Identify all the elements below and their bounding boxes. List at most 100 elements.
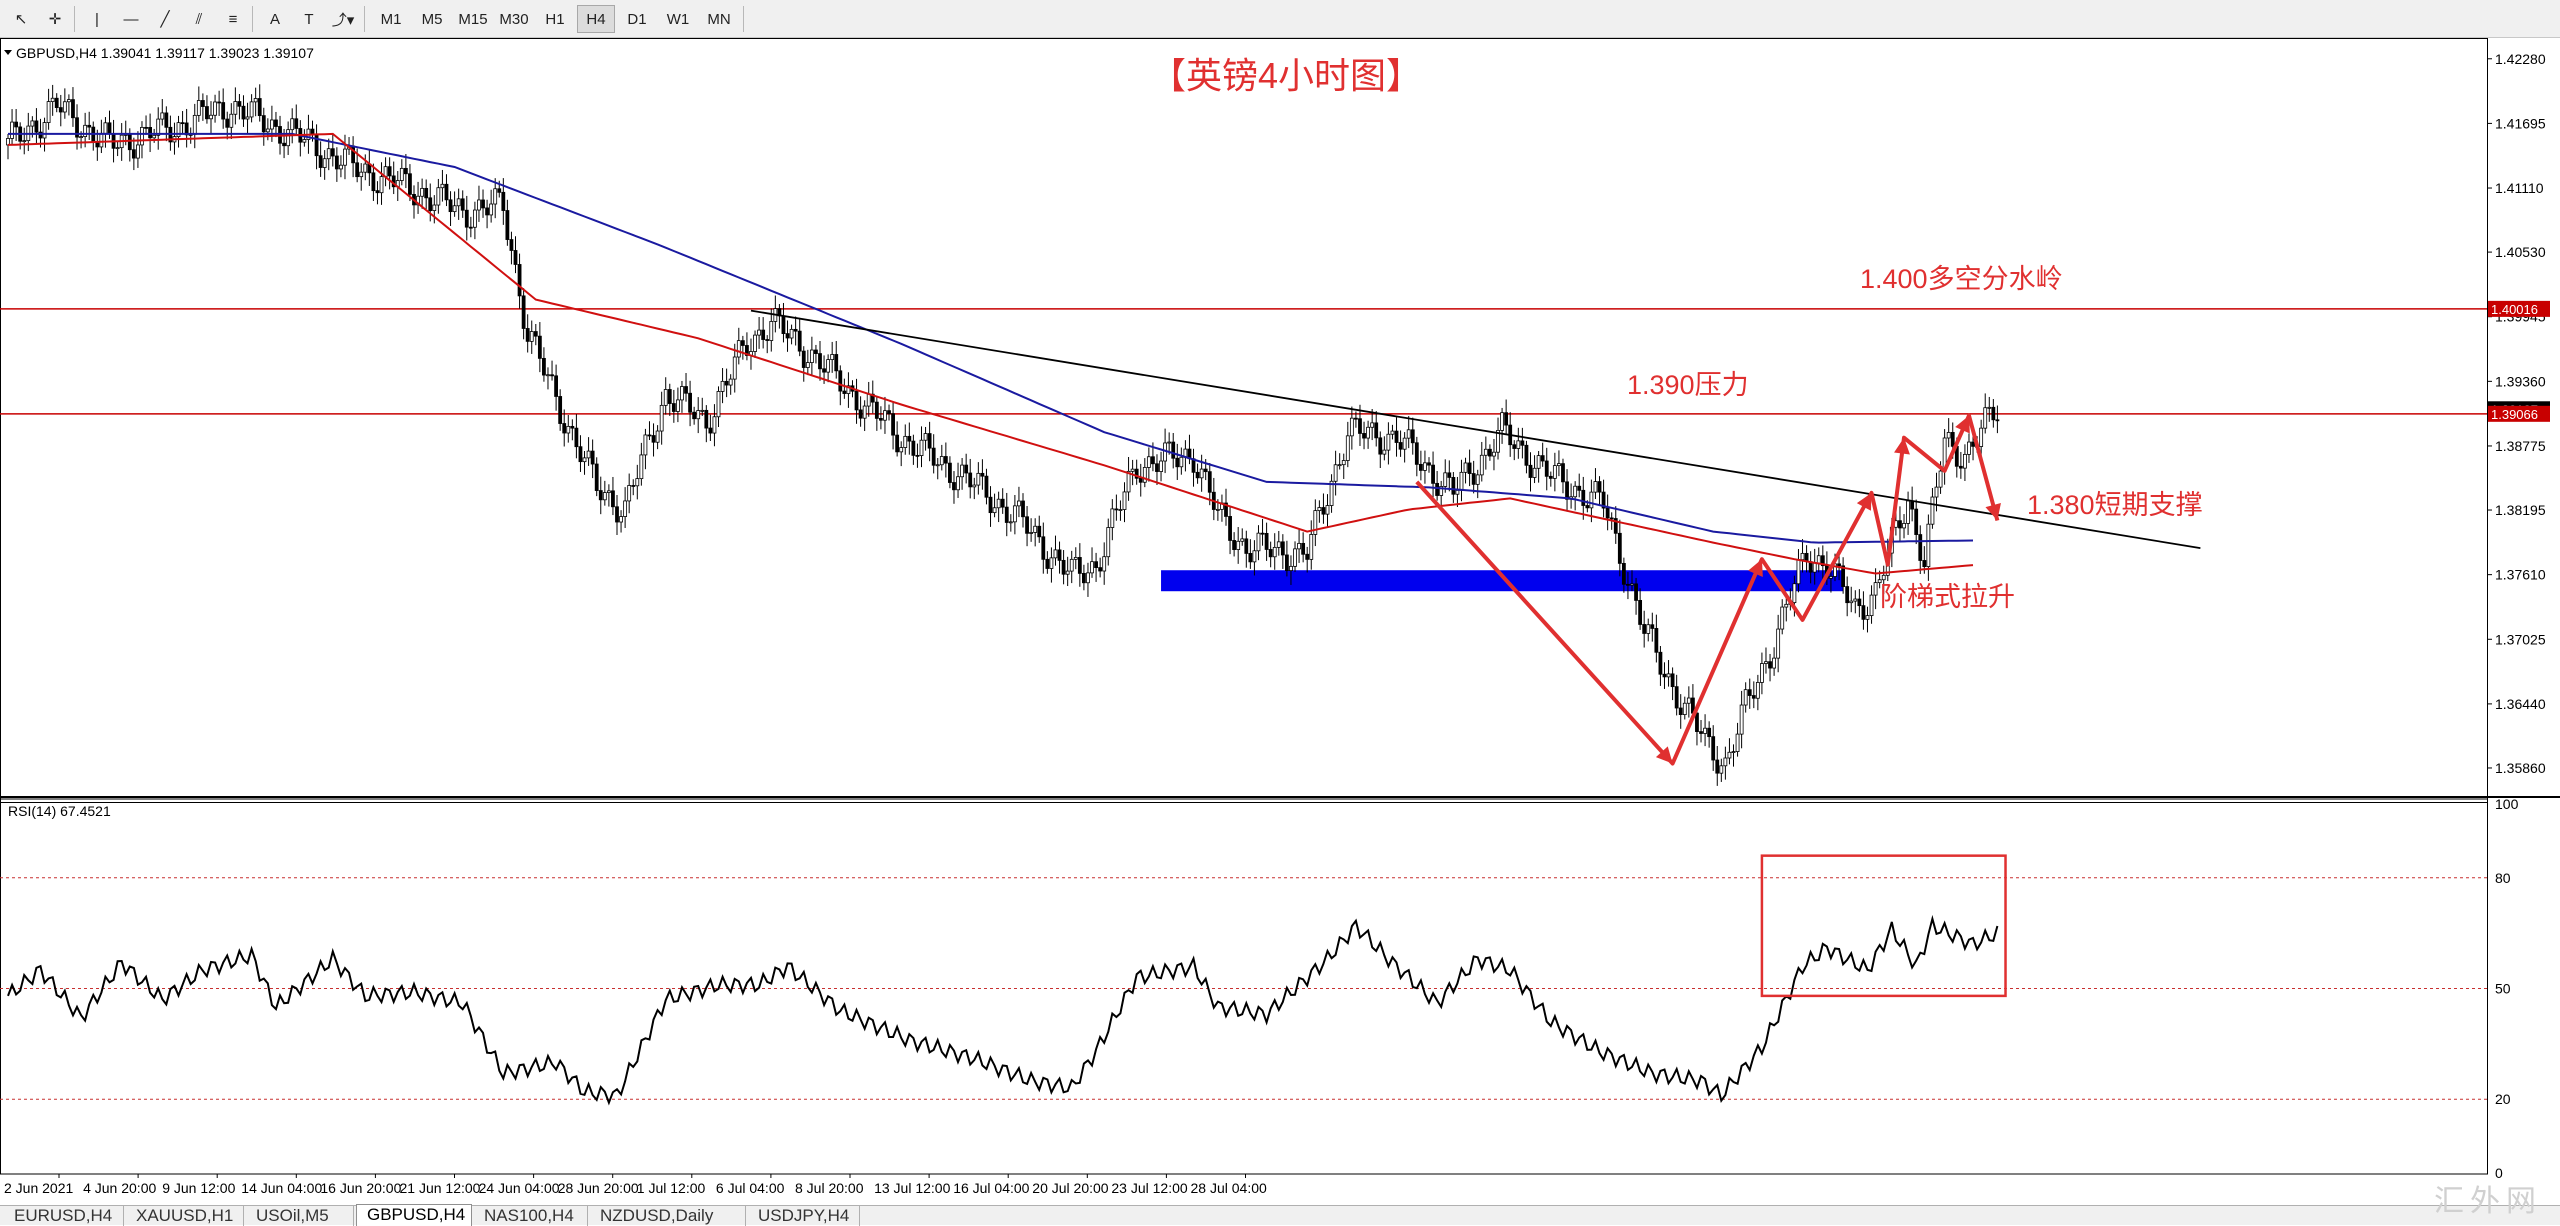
timeframe-m15-button[interactable]: M15	[458, 10, 488, 28]
candle	[452, 191, 457, 217]
candle-body	[160, 112, 165, 120]
chart-tab-usdjpy-h4[interactable]: USDJPY,H4	[748, 1206, 860, 1226]
candle	[1638, 588, 1643, 630]
chart-tab-nas100-h4[interactable]: NAS100,H4	[474, 1206, 588, 1226]
candle	[1041, 522, 1046, 574]
candle	[286, 121, 291, 155]
candle	[887, 404, 891, 421]
candle-body	[1630, 583, 1634, 586]
candle	[1500, 407, 1504, 444]
candle	[180, 111, 185, 134]
candle	[326, 138, 331, 171]
candle-body	[509, 239, 514, 251]
candle-body	[1130, 468, 1135, 472]
candle-body	[50, 97, 55, 102]
timeframe-m30-button[interactable]: M30	[499, 10, 529, 28]
candle	[1053, 535, 1058, 566]
candle	[700, 397, 705, 416]
candle-body	[533, 331, 538, 337]
price-tick-label: 1.38195	[2495, 502, 2546, 518]
candle	[1768, 653, 1772, 682]
timeframe-d1-button[interactable]: D1	[627, 10, 647, 28]
candle-body	[789, 328, 794, 339]
candle	[1272, 533, 1277, 570]
candle	[1829, 568, 1833, 593]
candle	[1073, 547, 1078, 570]
candle	[1735, 722, 1740, 757]
fibonacci-tool-button[interactable]: ≡	[216, 5, 250, 33]
timeframe-h1-button[interactable]: H1	[545, 10, 565, 28]
time-tick-label: 4 Jun 20:00	[83, 1180, 156, 1196]
candle	[1008, 514, 1013, 532]
candle-body	[1313, 510, 1318, 535]
rsi-pane-frame	[0, 798, 2488, 1175]
chart-area[interactable]: GBPUSD,H4 1.39041 1.39117 1.39023 1.3910…	[0, 38, 2560, 1205]
timeframe-mn-button[interactable]: MN	[707, 10, 731, 28]
candle-body	[659, 404, 664, 432]
candle-body	[1634, 583, 1638, 601]
candle	[1565, 469, 1569, 512]
candle	[1207, 463, 1212, 506]
candle-body	[489, 203, 494, 216]
candle-body	[253, 98, 258, 103]
chart-tab-usoil-m5[interactable]: USOil,M5	[246, 1206, 354, 1226]
candle	[611, 476, 615, 516]
arrows-tool-button[interactable]: ⤴▾	[326, 5, 360, 33]
candle-body	[452, 205, 457, 213]
candle	[1325, 494, 1330, 528]
candle-body	[1914, 508, 1919, 535]
candle-body	[1406, 429, 1411, 439]
vertical-line-tool-button[interactable]: |	[80, 5, 114, 33]
timeframe-m5-button[interactable]: M5	[421, 10, 443, 28]
candle	[1077, 543, 1082, 587]
candle-body	[586, 450, 591, 459]
candle-body	[501, 191, 506, 211]
candle-body	[1764, 661, 1768, 664]
candle	[789, 324, 794, 345]
chart-tab-xauusd-h1[interactable]: XAUUSD,H1	[126, 1206, 244, 1226]
candle-body	[1427, 462, 1431, 466]
candle	[570, 419, 575, 441]
candle	[237, 93, 242, 120]
timeframe-w1-button[interactable]: W1	[666, 10, 690, 28]
candle-body	[1504, 412, 1509, 426]
candle	[1451, 472, 1456, 503]
candle	[1366, 420, 1370, 449]
timeframe-m1-button[interactable]: M1	[380, 10, 402, 28]
cursor-tool-button[interactable]: ↖	[4, 5, 38, 33]
crosshair-tool-button[interactable]: ✛	[38, 5, 72, 33]
text-label-tool-button[interactable]: T	[292, 5, 326, 33]
chart-tab-eurusd-h4[interactable]: EURUSD,H4	[4, 1206, 124, 1226]
timeframe-h4-button[interactable]: H4	[577, 5, 615, 33]
candle	[339, 155, 343, 178]
candle-body	[1151, 456, 1155, 465]
candle	[1256, 525, 1261, 561]
candle	[160, 99, 165, 126]
candle-body	[42, 122, 47, 139]
candle-body	[1142, 467, 1147, 483]
candle	[740, 335, 745, 360]
horizontal-line-tool-button[interactable]: —	[114, 5, 148, 33]
candle	[1244, 530, 1249, 568]
candle	[1739, 690, 1744, 749]
candle	[631, 479, 636, 496]
candle	[6, 134, 10, 160]
candle	[732, 343, 737, 393]
chart-tab-nzdusd-daily[interactable]: NZDUSD,Daily	[590, 1206, 746, 1226]
price-tick-label: 1.42280	[2495, 51, 2546, 67]
chart-tab-gbpusd-h4[interactable]: GBPUSD,H4	[356, 1204, 472, 1226]
candle-body	[1971, 441, 1975, 447]
candle-body	[1471, 473, 1476, 485]
trendline-tool-button[interactable]: ╱	[148, 5, 182, 33]
candle-body	[493, 188, 498, 205]
text-tool-button[interactable]: A	[258, 5, 292, 33]
price-tick-label: 1.39360	[2495, 373, 2546, 389]
candle	[505, 199, 510, 246]
candle	[968, 458, 973, 499]
candle-body	[318, 155, 323, 168]
candle-body	[566, 425, 571, 434]
candle-body	[1402, 437, 1407, 450]
candle-body	[594, 463, 599, 491]
candle	[659, 391, 664, 445]
equidistant-channel-tool-button[interactable]: ⫽	[182, 5, 216, 33]
